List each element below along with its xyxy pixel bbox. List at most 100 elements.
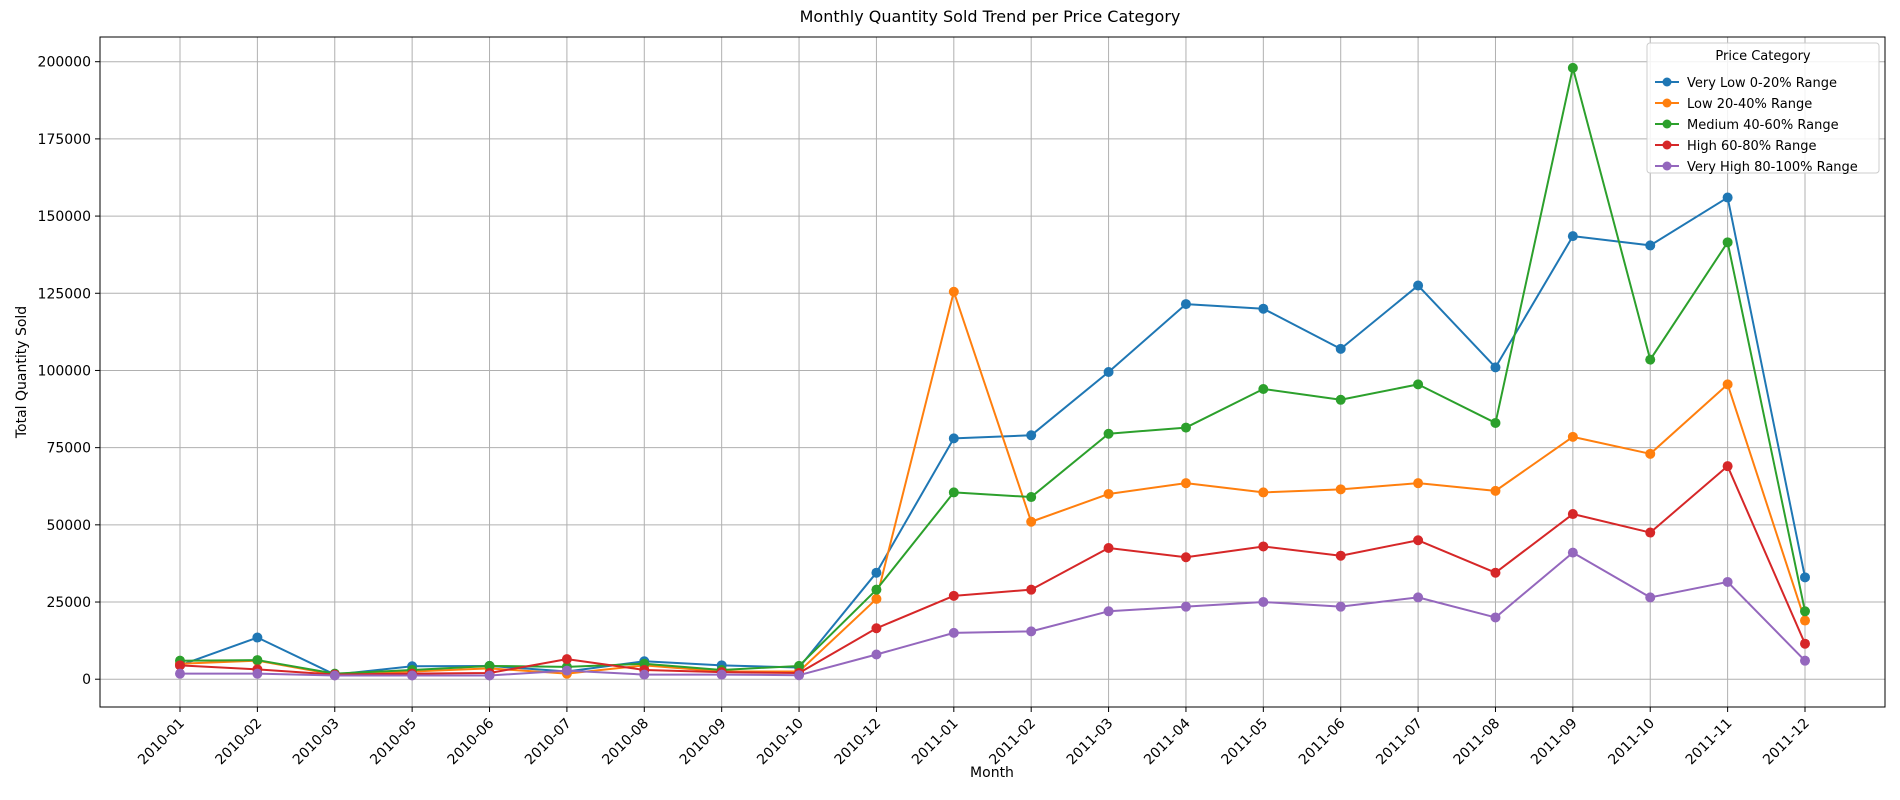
data-point xyxy=(1800,572,1810,583)
data-point xyxy=(1490,417,1501,428)
data-point xyxy=(1722,192,1733,203)
data-point xyxy=(1103,367,1114,377)
data-point xyxy=(948,627,959,638)
legend-item: Medium 40-60% Range xyxy=(1655,118,1839,133)
data-point xyxy=(1413,478,1424,489)
x-axis-label: Month xyxy=(970,765,1014,781)
data-point xyxy=(1180,478,1191,489)
data-point xyxy=(1180,422,1191,433)
data-point xyxy=(1722,237,1733,248)
data-point xyxy=(1567,547,1578,558)
data-point xyxy=(1645,592,1656,603)
legend-item: Very Low 0-20% Range xyxy=(1655,76,1837,91)
y-tick-label: 200000 xyxy=(38,55,91,71)
data-point xyxy=(1258,383,1269,394)
legend-item: High 60-80% Range xyxy=(1655,139,1816,154)
data-point xyxy=(561,654,572,665)
y-tick-label: 50000 xyxy=(46,518,91,534)
data-point xyxy=(948,487,959,498)
series-line xyxy=(179,196,1806,676)
legend-item: Very High 80-100% Range xyxy=(1655,160,1858,175)
data-point xyxy=(1567,431,1578,442)
y-axis-label: Total Quantity Sold xyxy=(14,306,30,439)
data-point xyxy=(252,632,263,643)
legend-swatch-marker xyxy=(1662,161,1672,171)
data-point xyxy=(948,590,959,601)
data-point xyxy=(1258,541,1269,552)
data-point xyxy=(1335,550,1346,561)
data-point xyxy=(1800,606,1810,617)
data-point xyxy=(484,660,495,671)
data-point xyxy=(1180,601,1191,612)
legend-label: Very Low 0-20% Range xyxy=(1687,76,1837,91)
data-point xyxy=(1026,492,1037,503)
legend: Price Category Very Low 0-20% Range Low 20… xyxy=(1646,42,1880,175)
legend-label: High 60-80% Range xyxy=(1687,139,1816,154)
data-point xyxy=(1180,552,1191,563)
data-point xyxy=(1335,484,1346,495)
data-point xyxy=(871,593,882,604)
series-group xyxy=(175,62,1810,681)
legend-label: Very High 80-100% Range xyxy=(1687,160,1858,175)
legend-box xyxy=(1646,42,1880,174)
data-point xyxy=(1645,448,1656,459)
legend-swatch-marker xyxy=(1662,98,1672,108)
data-point xyxy=(1490,612,1501,623)
series-5 xyxy=(175,547,1810,681)
data-point xyxy=(1722,461,1733,472)
series-line xyxy=(179,290,1806,676)
data-point xyxy=(794,670,805,681)
series-line xyxy=(179,465,1806,676)
data-point xyxy=(1103,428,1114,439)
data-point xyxy=(1103,542,1114,553)
data-point xyxy=(1258,597,1269,608)
data-point xyxy=(1335,343,1346,354)
data-point xyxy=(1567,231,1578,242)
data-point xyxy=(1103,488,1114,499)
y-tick-label: 125000 xyxy=(38,286,91,302)
y-tick-label: 100000 xyxy=(38,363,91,379)
y-tick-label: 25000 xyxy=(46,595,91,611)
y-axis: 0 25000 50000 75000 100000 125000 150000 175000… xyxy=(38,55,100,688)
data-point xyxy=(407,670,418,681)
legend-swatch-marker xyxy=(1662,119,1672,129)
data-point xyxy=(1645,240,1656,251)
data-point xyxy=(1800,615,1810,626)
data-point xyxy=(175,660,185,671)
data-point xyxy=(1258,303,1269,314)
y-tick-label: 75000 xyxy=(46,441,91,457)
legend-swatch-marker xyxy=(1662,140,1672,150)
data-point xyxy=(1026,584,1037,595)
data-point xyxy=(252,655,263,666)
data-point xyxy=(561,665,572,676)
series-line xyxy=(180,551,1806,677)
legend-swatch-marker xyxy=(1662,77,1672,87)
data-point xyxy=(1413,535,1424,546)
data-point xyxy=(1490,485,1501,496)
data-point xyxy=(1722,576,1733,587)
y-tick-label: 0 xyxy=(82,672,91,688)
data-point xyxy=(1026,626,1037,637)
data-point xyxy=(1645,527,1656,538)
data-point xyxy=(329,670,340,681)
data-point xyxy=(1567,509,1578,520)
data-point xyxy=(1026,516,1037,527)
data-point xyxy=(1413,592,1424,603)
legend-label: Low 20-40% Range xyxy=(1687,97,1812,112)
data-point xyxy=(252,668,263,679)
data-point xyxy=(175,668,185,679)
data-point xyxy=(639,669,650,680)
data-point xyxy=(484,670,495,681)
legend-item: Low 20-40% Range xyxy=(1655,97,1812,112)
series-line xyxy=(179,66,1806,675)
data-point xyxy=(871,649,882,660)
data-point xyxy=(1335,601,1346,612)
data-point xyxy=(1800,655,1810,666)
data-point xyxy=(1335,394,1346,405)
data-point xyxy=(1490,567,1501,578)
data-point xyxy=(1800,638,1810,649)
data-point xyxy=(948,433,959,444)
data-point xyxy=(1490,362,1501,373)
